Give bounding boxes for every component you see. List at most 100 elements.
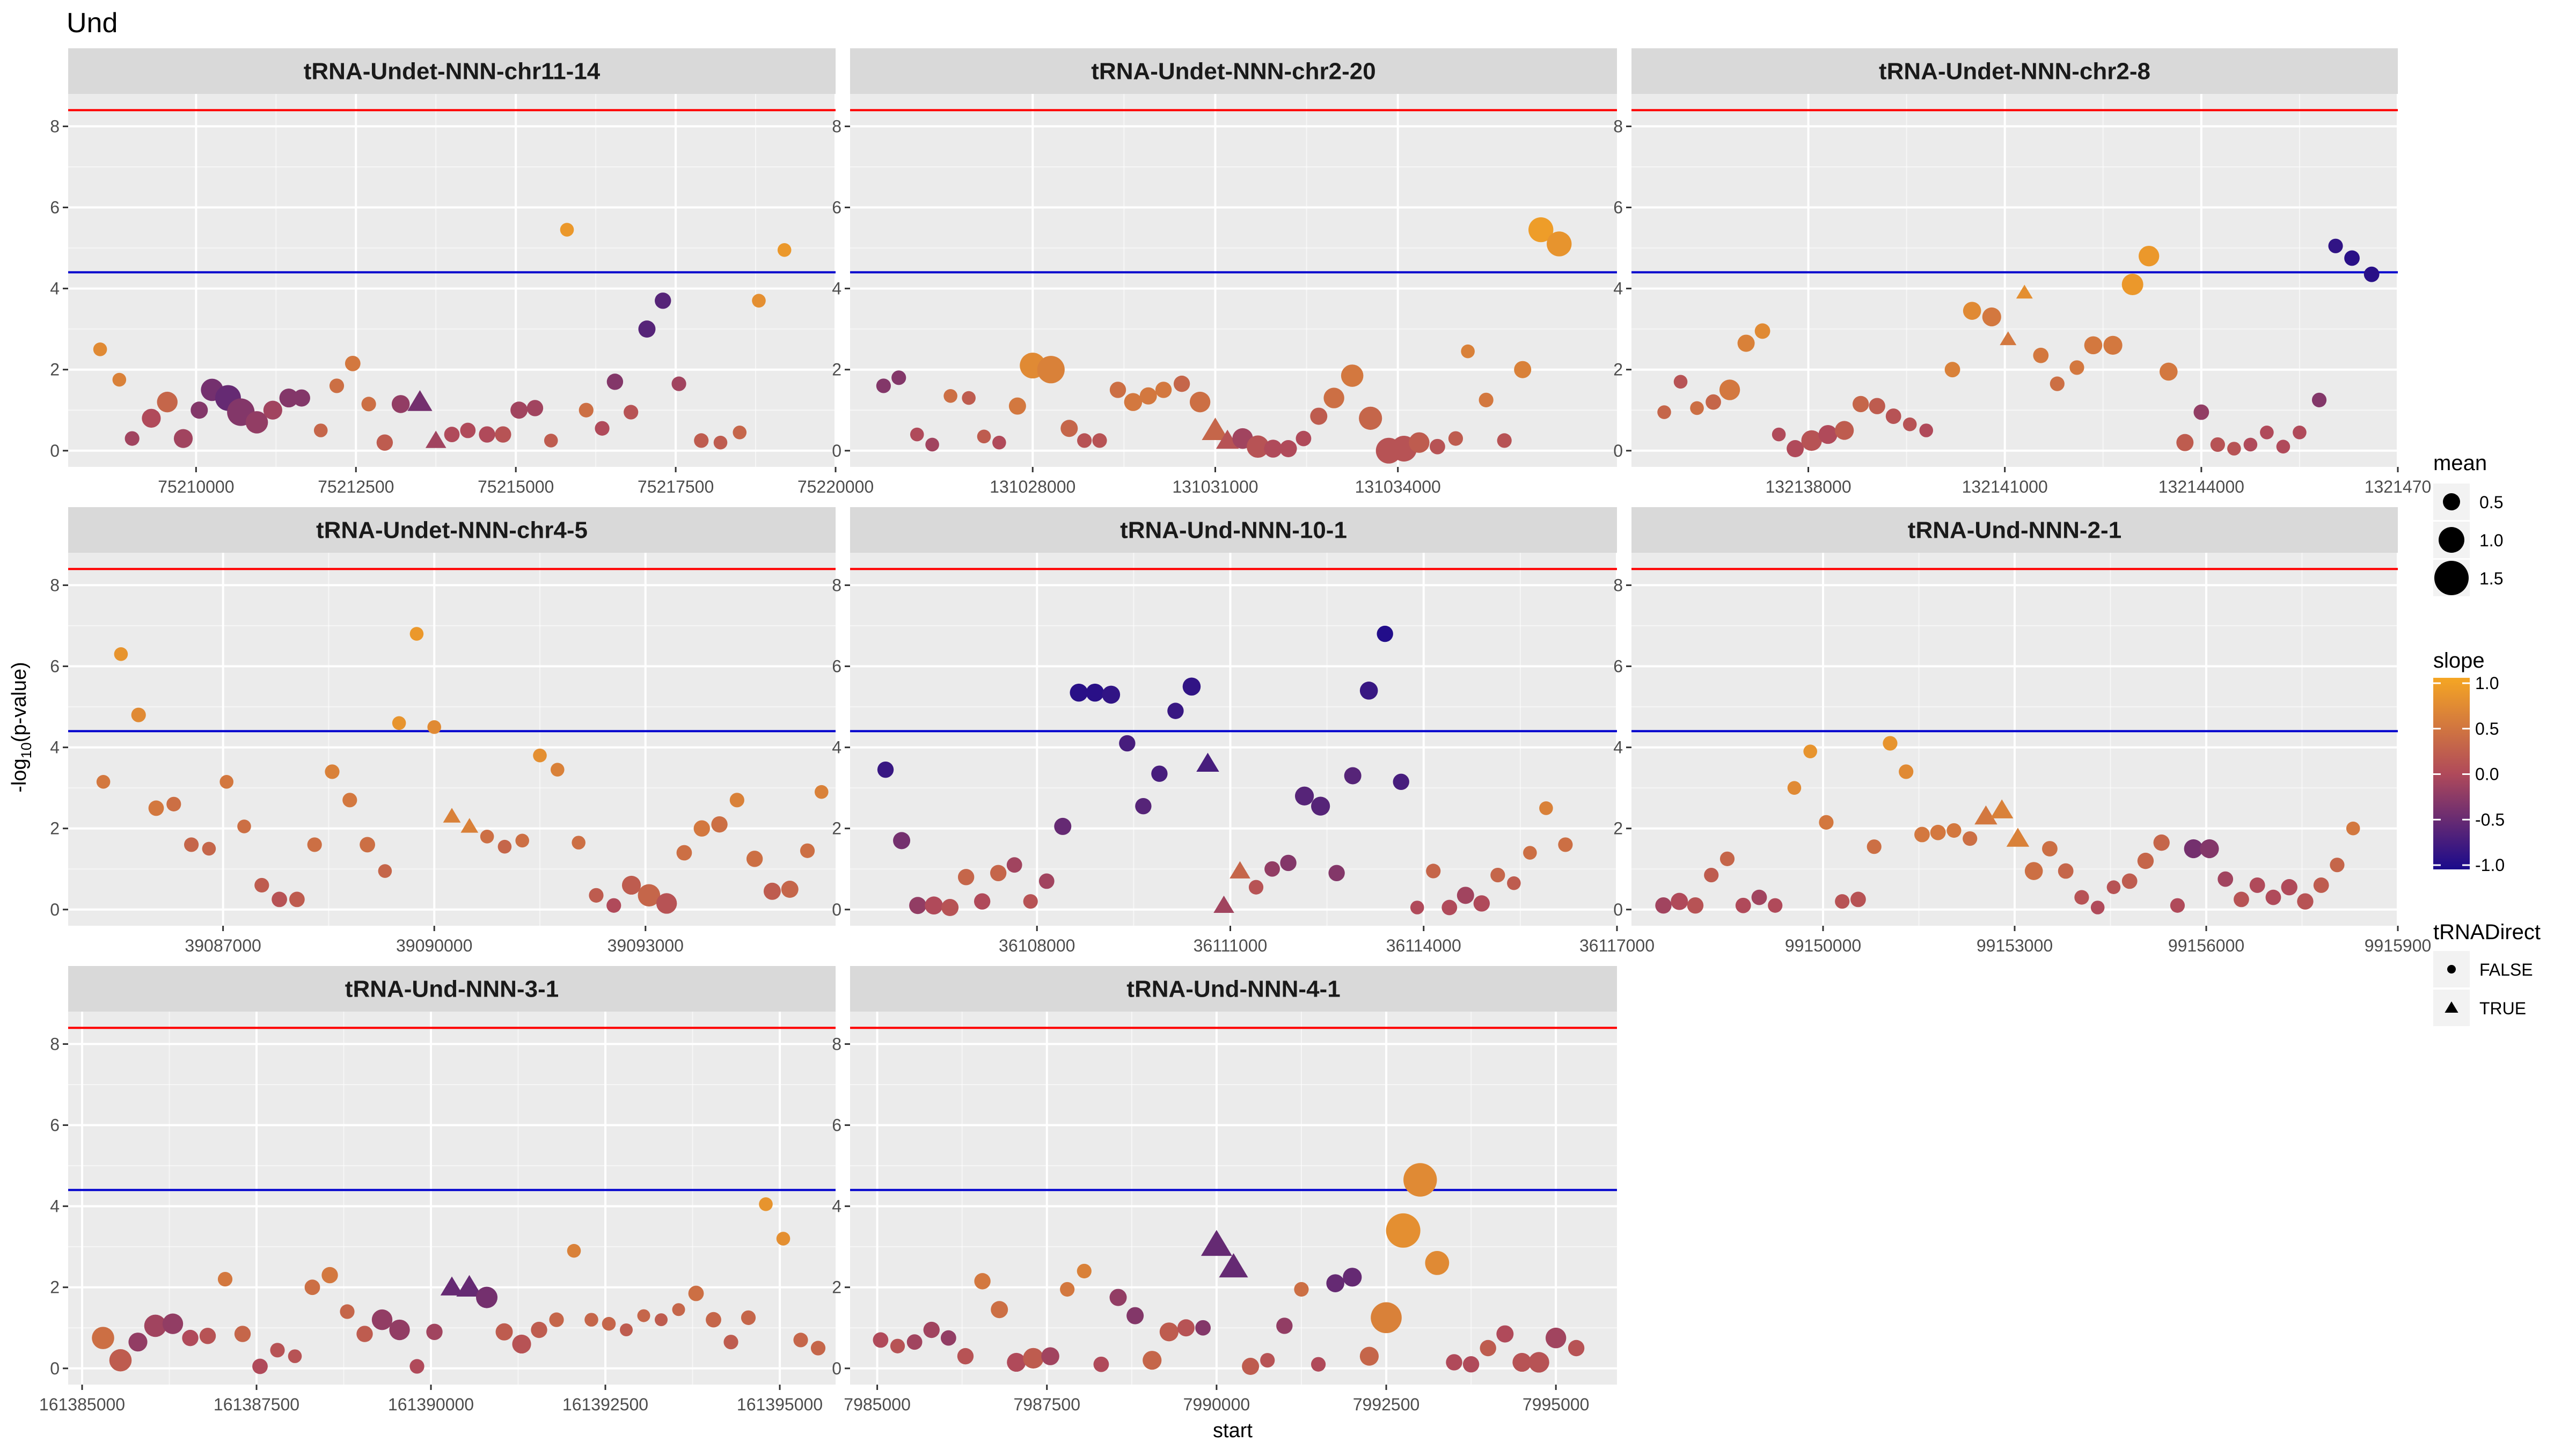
data-point-circle — [1139, 387, 1157, 405]
x-tick-label: 7992500 — [1353, 1395, 1420, 1414]
y-axis-label: -log10(p-value) — [8, 662, 34, 792]
x-tick-label: 99153000 — [1977, 936, 2053, 955]
data-point-triangle — [1974, 805, 1997, 825]
data-point-circle — [2293, 425, 2307, 440]
data-point-circle — [1512, 1352, 1532, 1372]
data-point-circle — [1426, 863, 1441, 879]
data-point-circle — [579, 402, 594, 418]
legend-mean-label: 0.5 — [2479, 493, 2503, 512]
data-point-circle — [676, 845, 692, 861]
data-point-circle — [2281, 879, 2297, 896]
data-point-circle — [940, 1330, 956, 1346]
facet-panel: tRNA-Und-NNN-3-1 0 2 4 6 8 161385000 161387500 1… — [39, 966, 836, 1414]
data-point-circle — [1430, 438, 1445, 455]
data-point-triangle — [1219, 1253, 1248, 1278]
data-point-triangle — [1213, 895, 1234, 913]
data-point-circle — [1497, 433, 1512, 448]
data-point-circle — [2243, 437, 2258, 452]
data-point-circle — [1248, 880, 1264, 895]
data-point-circle — [925, 896, 943, 915]
facet-strip-label: tRNA-Undet-NNN-chr11-14 — [304, 58, 601, 85]
facet-strip-label: tRNA-Undet-NNN-chr2-8 — [1879, 58, 2150, 85]
data-point-circle — [234, 1326, 251, 1342]
data-point-circle — [1092, 433, 1107, 448]
data-point-circle — [361, 397, 376, 412]
data-point-circle — [252, 1358, 268, 1374]
data-point-circle — [910, 427, 924, 442]
data-point-circle — [202, 841, 216, 856]
data-point-circle — [392, 716, 406, 730]
legend-mean-title: mean — [2433, 451, 2487, 475]
data-point-circle — [1885, 408, 1901, 424]
data-point-circle — [1037, 356, 1065, 384]
x-tick-label: 99150000 — [1785, 936, 1861, 955]
data-point-circle — [781, 881, 799, 898]
data-point-triangle — [425, 430, 447, 448]
data-point-circle — [1687, 897, 1704, 914]
data-point-circle — [1294, 786, 1314, 806]
data-point-circle — [1167, 702, 1184, 719]
data-point-circle — [1963, 302, 1981, 320]
panel-background — [68, 1012, 836, 1385]
y-axis-label-main: -log — [8, 758, 31, 792]
data-point-circle — [876, 378, 891, 393]
x-tick-label: 39087000 — [185, 936, 261, 955]
facet-strip-label: tRNA-Undet-NNN-chr4-5 — [316, 517, 588, 544]
data-point-circle — [321, 1267, 338, 1284]
data-point-circle — [1247, 435, 1269, 458]
data-point-circle — [1124, 393, 1143, 411]
panel-background — [1631, 94, 2398, 467]
data-point-circle — [723, 1335, 738, 1350]
facet-strip — [850, 507, 1617, 553]
y-tick-label: 8 — [50, 1034, 60, 1053]
data-point-circle — [1393, 773, 1409, 791]
legend-slope-label: 0.0 — [2475, 765, 2499, 784]
data-point-triangle — [440, 1276, 464, 1296]
data-point-circle — [1446, 1354, 1462, 1371]
facet-strip-label: tRNA-Undet-NNN-chr2-20 — [1091, 58, 1375, 85]
data-point-circle — [595, 421, 610, 436]
data-point-circle — [1946, 823, 1962, 838]
data-point-circle — [304, 1279, 320, 1296]
data-point-circle — [476, 1286, 497, 1308]
data-point-circle — [371, 1309, 393, 1330]
data-point-circle — [1195, 1320, 1211, 1336]
data-point-circle — [497, 839, 512, 854]
data-point-circle — [1704, 867, 1719, 883]
y-tick-label: 6 — [1613, 657, 1623, 676]
data-point-circle — [1280, 854, 1297, 872]
x-tick-label: 161390000 — [388, 1395, 474, 1414]
data-point-circle — [329, 378, 345, 393]
data-point-circle — [1507, 876, 1521, 890]
data-point-circle — [157, 391, 178, 413]
data-point-circle — [1060, 420, 1078, 437]
data-point-circle — [279, 388, 298, 408]
data-point-circle — [340, 1304, 355, 1319]
data-point-circle — [389, 1319, 410, 1341]
legend-trnadirect-title: tRNADirect — [2433, 920, 2541, 944]
data-point-triangle — [2016, 284, 2033, 299]
y-tick-label: 8 — [50, 575, 60, 595]
data-point-circle — [706, 1312, 721, 1328]
facet-strip — [850, 48, 1617, 94]
legend-slope-label: 0.5 — [2475, 719, 2499, 738]
x-tick-label: 75220000 — [797, 477, 874, 496]
data-point-circle — [733, 425, 747, 440]
legend-slope-label: -1.0 — [2475, 855, 2505, 875]
data-point-circle — [1311, 1357, 1326, 1372]
data-point-circle — [131, 707, 146, 722]
data-point-circle — [1151, 765, 1168, 782]
data-point-circle — [943, 389, 957, 403]
y-tick-label: 2 — [50, 819, 60, 838]
data-point-circle — [584, 1313, 598, 1327]
data-point-circle — [777, 243, 792, 257]
data-point-circle — [1344, 767, 1362, 785]
data-point-circle — [1671, 892, 1688, 910]
x-tick-label: 36108000 — [999, 936, 1075, 955]
data-point-circle — [990, 865, 1007, 881]
data-point-circle — [1109, 1289, 1127, 1306]
legend-mean-label: 1.0 — [2479, 531, 2503, 550]
facet-panel: tRNA-Undet-NNN-chr2-20 0 2 4 6 8 131028000 1310… — [832, 48, 1617, 496]
data-point-circle — [1264, 440, 1283, 458]
data-point-circle — [342, 793, 357, 808]
